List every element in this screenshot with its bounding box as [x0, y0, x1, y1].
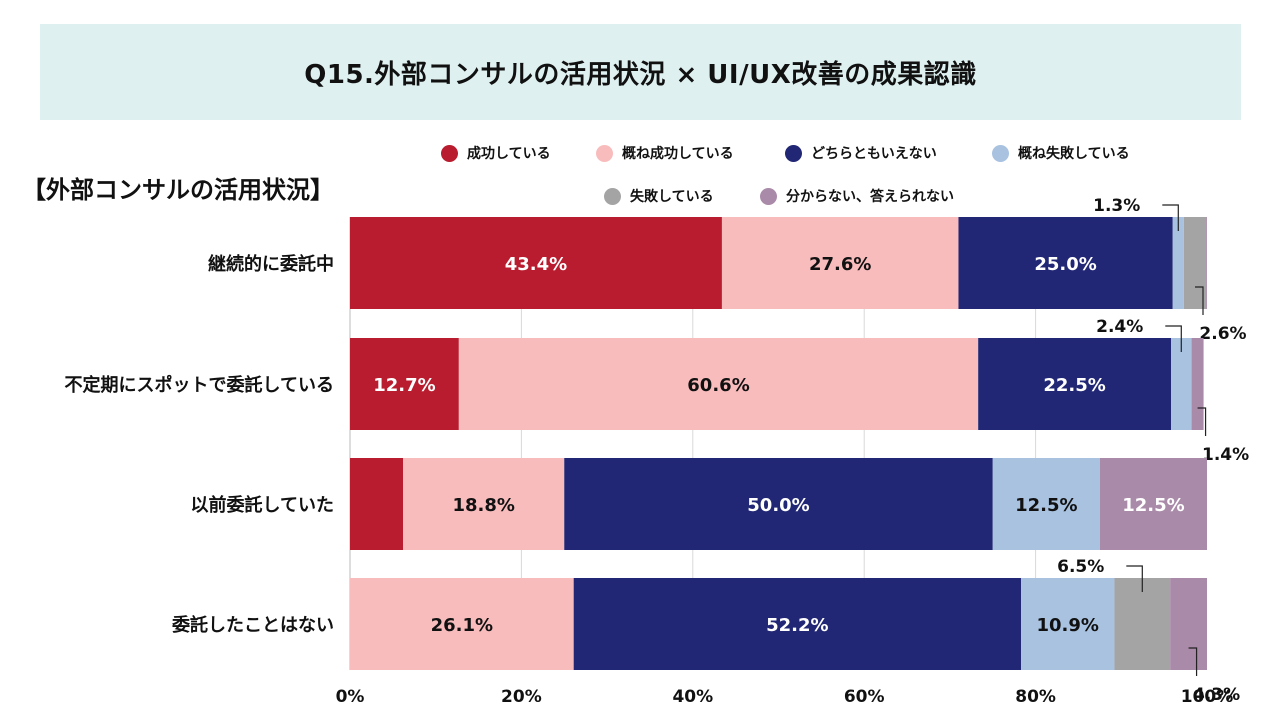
- x-tick-label: 40%: [672, 687, 713, 707]
- bar-segment: [1183, 217, 1207, 309]
- data-label: 27.6%: [809, 254, 871, 275]
- x-tick-label: 0%: [336, 687, 365, 707]
- data-label: 12.5%: [1015, 495, 1077, 516]
- data-label: 50.0%: [747, 495, 809, 516]
- legend-swatch: [760, 187, 777, 205]
- data-label: 12.5%: [1122, 495, 1184, 516]
- callout-line: [1197, 407, 1207, 436]
- legend-label: 分からない、答えられない: [786, 189, 954, 205]
- legend-swatch: [992, 144, 1009, 162]
- legend-label: どちらともいえない: [811, 146, 937, 162]
- legend-item-success: 成功している: [441, 143, 551, 163]
- x-tick-label: 80%: [1015, 687, 1056, 707]
- data-label-callout: 6.5%: [1057, 557, 1104, 577]
- category-label: 不定期にスポットで委託している: [65, 374, 334, 396]
- callout-line: [1188, 647, 1198, 676]
- bar-segment: [458, 338, 979, 430]
- bar-segment: [1191, 338, 1204, 430]
- x-tick-label: 100%: [1181, 687, 1234, 707]
- legend-label: 失敗している: [630, 189, 714, 205]
- bar-segment: [350, 578, 574, 670]
- bar-segment: [992, 458, 1100, 550]
- data-label: 25.0%: [1034, 254, 1096, 275]
- legend-swatch: [785, 144, 802, 162]
- legend-item-unknown: 分からない、答えられない: [760, 186, 954, 206]
- data-label-callout: 1.3%: [1093, 196, 1140, 216]
- bar-segment: [350, 458, 404, 550]
- x-tick-label: 20%: [501, 687, 542, 707]
- category-label: 継続的に委託中: [208, 253, 334, 275]
- bar-segment: [350, 338, 459, 430]
- legend-swatch: [604, 187, 621, 205]
- bar-segment: [403, 458, 565, 550]
- bar-segment: [350, 217, 722, 309]
- category-label: 以前委託していた: [191, 494, 334, 516]
- data-label-callout: 2.6%: [1199, 324, 1246, 344]
- bar-segment: [721, 217, 959, 309]
- data-label-callout: 2.4%: [1096, 317, 1143, 337]
- bar-segment: [1099, 458, 1207, 550]
- data-label-callout: 4.3%: [1193, 685, 1240, 705]
- legend-item-neutral: どちらともいえない: [785, 143, 937, 163]
- legend-label: 概ね失敗している: [1018, 146, 1130, 162]
- legend-label: 成功している: [467, 146, 551, 162]
- bar-segment: [958, 217, 1173, 309]
- bar-segment: [573, 578, 1022, 670]
- x-tick-label: 60%: [844, 687, 885, 707]
- chart-title: Q15.外部コンサルの活用状況 × UI/UX改善の成果認識: [304, 59, 977, 90]
- callout-line: [1195, 286, 1204, 315]
- data-label: 26.1%: [431, 615, 493, 636]
- callout-line: [1165, 325, 1182, 352]
- legend-swatch: [441, 144, 458, 162]
- legend-item-mostly-failure: 概ね失敗している: [992, 143, 1130, 163]
- bar-segment: [1170, 578, 1207, 670]
- bar-segment: [1172, 217, 1184, 309]
- data-label: 22.5%: [1043, 375, 1105, 396]
- data-label: 52.2%: [766, 615, 828, 636]
- bar-segment: [1021, 578, 1115, 670]
- category-label: 委託したことはない: [171, 614, 334, 636]
- legend-label: 概ね成功している: [622, 146, 734, 162]
- title-banner: Q15.外部コンサルの活用状況 × UI/UX改善の成果認識: [40, 24, 1241, 120]
- bar-segment: [978, 338, 1172, 430]
- data-label: 10.9%: [1037, 615, 1099, 636]
- data-label: 60.6%: [687, 375, 749, 396]
- callout-line: [1162, 204, 1179, 231]
- bar-segment: [1171, 338, 1192, 430]
- bar-segment: [1114, 578, 1171, 670]
- legend-item-mostly-success: 概ね成功している: [596, 143, 734, 163]
- data-label-callout: 1.4%: [1202, 445, 1249, 465]
- bar-segment: [1206, 217, 1207, 309]
- category-axis-label: 【外部コンサルの活用状況】: [22, 176, 334, 204]
- data-label: 43.4%: [505, 254, 567, 275]
- legend-swatch: [596, 144, 613, 162]
- data-label: 18.8%: [452, 495, 514, 516]
- callout-line: [1126, 565, 1143, 592]
- data-label: 12.7%: [373, 375, 435, 396]
- bar-segment: [564, 458, 993, 550]
- legend-item-failure: 失敗している: [604, 186, 714, 206]
